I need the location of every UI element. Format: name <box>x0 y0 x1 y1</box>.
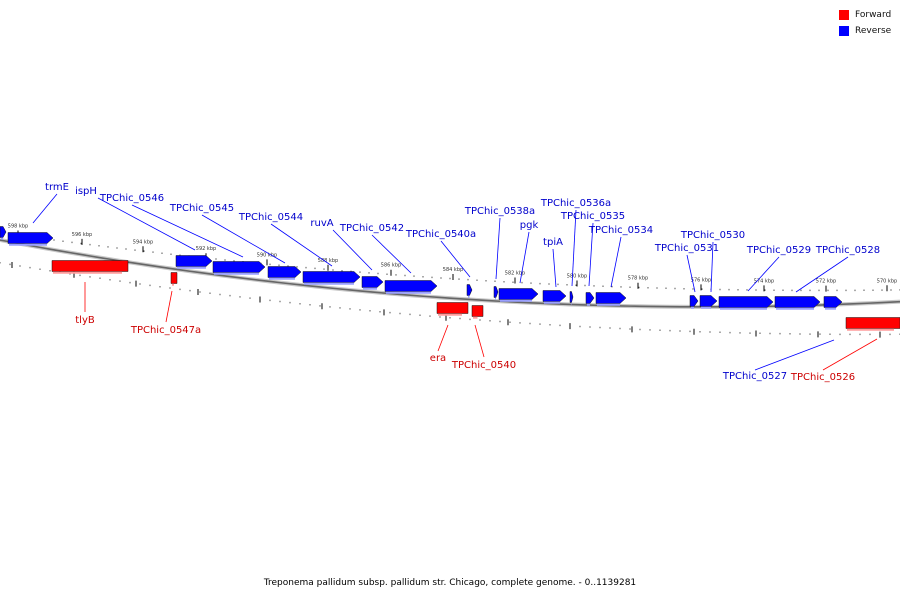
reverse-gene-arrow <box>498 288 539 300</box>
reverse-gene-label: ispH <box>75 186 97 197</box>
ruler-tick-label: 570 kbp <box>877 278 897 284</box>
reverse-gene-leader <box>270 223 333 267</box>
reverse-gene-arrow <box>7 232 54 244</box>
reverse-gene-arrow <box>542 290 567 302</box>
reverse-gene-label: TPChic_0542 <box>339 223 404 234</box>
forward-gene-label: TPChic_0547a <box>130 325 201 336</box>
reverse-gene-label: TPChic_0529 <box>746 245 811 256</box>
ruler-tick-label: 590 kbp <box>257 252 277 258</box>
ruler-tick-label: 572 kbp <box>816 279 836 285</box>
legend-reverse-swatch <box>839 26 849 36</box>
legend-reverse-label: Reverse <box>855 26 892 36</box>
reverse-gene-leader <box>552 248 557 288</box>
reverse-gene-leader <box>571 209 577 287</box>
reverse-gene-label: tpiA <box>543 237 563 248</box>
reverse-gene-label: ruvA <box>310 218 333 229</box>
reverse-gene-arrow <box>699 295 718 307</box>
reverse-gene-leader <box>131 204 244 258</box>
reverse-gene-leader <box>610 236 622 288</box>
reverse-gene-arrow <box>569 291 574 303</box>
reverse-gene-label: TPChic_0535 <box>560 211 625 222</box>
reverse-gene-label: TPChic_0527 <box>722 371 787 382</box>
forward-gene-arrow <box>51 260 129 272</box>
reverse-gene-label: TPChic_0544 <box>238 212 303 223</box>
forward-gene-arrow <box>471 305 484 317</box>
forward-gene-label: TPChic_0540 <box>451 360 516 371</box>
reverse-gene-arrow <box>175 255 213 267</box>
ruler-tick-label: 598 kbp <box>8 223 28 229</box>
reverse-gene-arrow <box>689 295 699 307</box>
reverse-gene-arrow <box>774 296 821 308</box>
reverse-gene-arrow <box>384 280 438 292</box>
reverse-gene-arrow <box>212 261 266 273</box>
ruler-tick-label: 578 kbp <box>628 276 648 282</box>
ruler-tick-label: 592 kbp <box>196 246 216 252</box>
reverse-gene-leader <box>519 231 530 284</box>
reverse-gene-label: TPChic_0540a <box>405 229 476 240</box>
reverse-gene-label: TPChic_0534 <box>588 225 653 236</box>
forward-gene-arrow <box>170 272 178 284</box>
reverse-gene-label: pgk <box>520 220 539 231</box>
forward-gene-leader <box>165 290 173 323</box>
reverse-gene-leader <box>588 222 594 287</box>
forward-gene-label: TPChic_0526 <box>790 372 855 383</box>
reverse-gene-arrow <box>718 296 774 308</box>
reverse-gene-leader <box>97 197 196 251</box>
forward-gene-arrow <box>436 302 469 314</box>
genome-caption: Treponema pallidum subsp. pallidum str. … <box>263 578 637 588</box>
ruler-tick-label: 580 kbp <box>567 273 587 279</box>
reverse-gene-label: trmE <box>45 182 69 193</box>
reverse-gene-leader <box>495 217 501 280</box>
reverse-gene-leader <box>747 256 780 292</box>
reverse-gene-label: TPChic_0546 <box>99 193 164 204</box>
forward-gene-arrow <box>845 317 900 329</box>
legend-forward-swatch <box>839 10 849 20</box>
reverse-gene-label: TPChic_0531 <box>654 243 719 254</box>
ruler-tick-label: 588 kbp <box>318 258 338 264</box>
reverse-gene-arrow <box>0 226 7 238</box>
reverse-gene-arrow <box>466 284 473 296</box>
reverse-gene-leader <box>332 229 373 271</box>
ruler-tick-label: 582 kbp <box>505 271 525 277</box>
reverse-gene-arrow <box>595 292 627 304</box>
reverse-gene-arrow <box>361 276 384 288</box>
reverse-gene-label: TPChic_0530 <box>680 230 745 241</box>
reverse-gene-arrow <box>302 271 361 283</box>
legend-forward-label: Forward <box>855 10 892 20</box>
reverse-gene-label: TPChic_0536a <box>540 198 611 209</box>
forward-gene-leader <box>437 324 449 352</box>
reverse-gene-label: TPChic_0528 <box>815 245 880 256</box>
forward-gene-label: tlyB <box>75 315 95 326</box>
reverse-gene-leader <box>795 256 849 293</box>
ruler-tick-label: 586 kbp <box>381 263 401 269</box>
reverse-gene-arrow <box>823 296 843 308</box>
forward-gene-label: era <box>430 353 446 364</box>
ruler-tick-label: 584 kbp <box>443 267 463 273</box>
reverse-gene-leader <box>32 193 58 224</box>
reverse-gene-arrow <box>493 286 499 298</box>
reverse-gene-label: TPChic_0545 <box>169 203 234 214</box>
reverse-gene-leader <box>754 339 835 371</box>
ruler-tick-label: 576 kbp <box>691 277 711 283</box>
reverse-gene-leader <box>710 241 714 293</box>
reverse-gene-label: TPChic_0538a <box>464 206 535 217</box>
reverse-gene-leader <box>686 254 696 293</box>
reverse-gene-arrow <box>267 266 302 278</box>
ruler-tick-label: 574 kbp <box>754 278 774 284</box>
ruler-tick-label: 596 kbp <box>72 232 92 238</box>
reverse-gene-arrow <box>585 292 595 304</box>
forward-gene-leader <box>822 338 878 371</box>
reverse-gene-leader <box>371 234 412 274</box>
ruler-tick-label: 594 kbp <box>133 239 153 245</box>
reverse-gene-leader <box>440 240 471 278</box>
forward-gene-leader <box>474 324 485 358</box>
reverse-gene-leader <box>201 214 286 264</box>
